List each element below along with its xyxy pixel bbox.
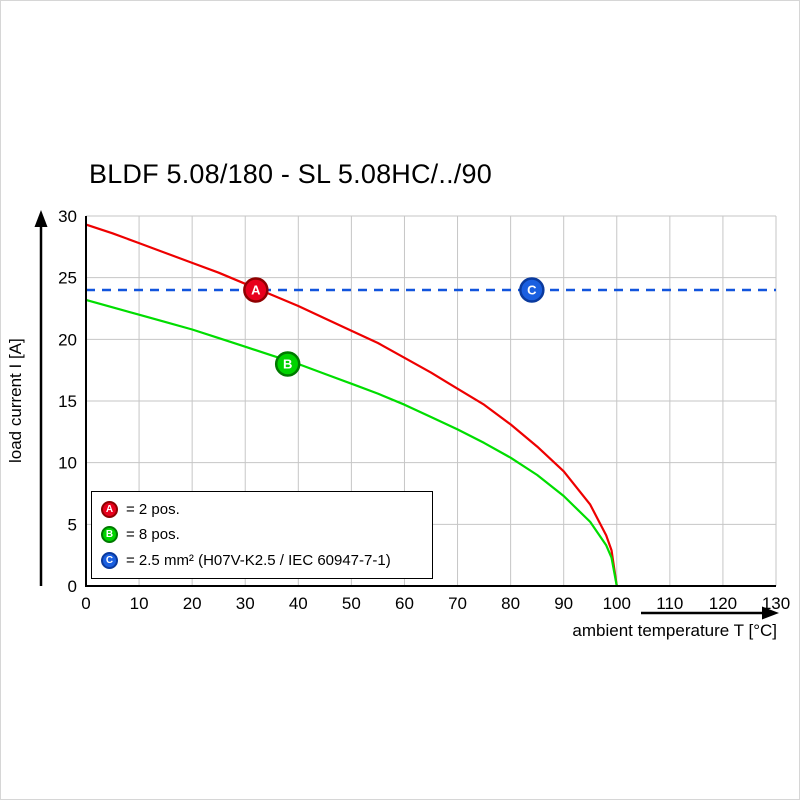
x-tick-label: 110 — [656, 594, 683, 613]
x-tick-label: 90 — [554, 594, 573, 613]
legend-text-b: = 8 pos. — [126, 526, 180, 544]
y-tick-label: 25 — [58, 269, 77, 288]
legend-text-c: = 2.5 mm² (H07V-K2.5 / IEC 60947-7-1) — [126, 551, 391, 569]
x-tick-label: 120 — [709, 594, 737, 613]
y-tick-label: 5 — [68, 515, 77, 534]
x-tick-label: 100 — [603, 594, 631, 613]
legend-item-a: A = 2 pos. — [101, 498, 423, 522]
x-axis-arrow-head — [762, 606, 779, 620]
x-tick-label: 70 — [448, 594, 467, 613]
marker-c — [519, 277, 545, 303]
marker-a — [243, 277, 269, 303]
y-axis-label: load current I [A] — [6, 338, 25, 464]
x-tick-label: 20 — [183, 594, 202, 613]
y-axis-arrow-head — [34, 210, 48, 227]
y-tick-label: 0 — [68, 577, 77, 596]
marker-label-c: C — [527, 283, 537, 298]
x-tick-label: 60 — [395, 594, 414, 613]
x-tick-label: 80 — [501, 594, 520, 613]
x-tick-label: 40 — [289, 594, 308, 613]
legend-badge-b: B — [101, 526, 118, 544]
chart-title: BLDF 5.08/180 - SL 5.08HC/../90 — [89, 159, 492, 189]
marker-label-a: A — [251, 283, 261, 298]
y-tick-label: 15 — [58, 392, 77, 411]
legend: A = 2 pos. B = 8 pos. C = 2.5 mm² (H07V-… — [91, 491, 433, 579]
y-tick-label: 10 — [58, 454, 77, 473]
y-tick-label: 30 — [58, 207, 77, 226]
y-tick-label: 20 — [58, 330, 77, 349]
legend-item-c: C = 2.5 mm² (H07V-K2.5 / IEC 60947-7-1) — [101, 548, 423, 572]
x-tick-label: 10 — [130, 594, 149, 613]
marker-b — [274, 351, 301, 377]
x-axis-label: ambient temperature T [°C] — [572, 621, 777, 640]
legend-badge-a: A — [101, 501, 118, 519]
x-tick-label: 0 — [81, 594, 90, 613]
x-tick-label: 130 — [762, 594, 790, 613]
legend-item-b: B = 8 pos. — [101, 523, 423, 547]
legend-text-a: = 2 pos. — [126, 501, 180, 519]
legend-badge-c: C — [101, 551, 118, 569]
series-curve-1 — [85, 298, 618, 587]
x-tick-label: 50 — [342, 594, 361, 613]
series-curve-0 — [85, 223, 618, 587]
marker-label-b: B — [283, 357, 292, 372]
x-tick-label: 30 — [236, 594, 255, 613]
